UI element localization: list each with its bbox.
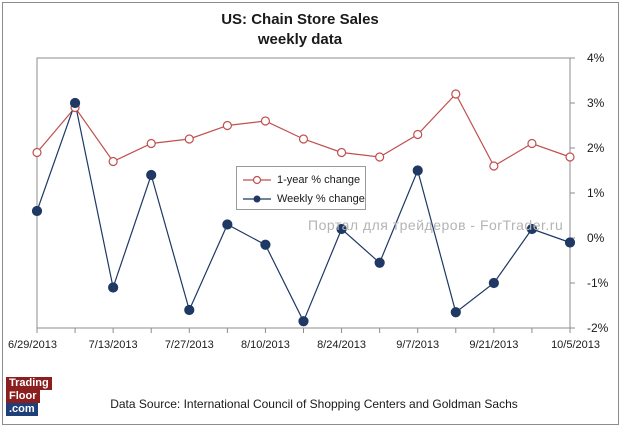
legend-item-1yr: 1-year % change [243,172,360,188]
chart-frame [2,2,619,425]
legend-swatch-weekly [243,195,271,203]
data-point-1yr [108,156,118,167]
y-tick-label: 3% [587,96,605,110]
data-point-weekly [336,223,347,235]
data-point-1yr [146,138,156,149]
y-tick-label: -2% [587,321,609,335]
data-point-weekly [412,165,423,176]
data-point-1yr [451,89,461,99]
x-tick-label: 9/21/2013 [469,339,518,351]
data-point-1yr [184,134,194,144]
x-tick-label: 6/29/2013 [8,339,57,351]
logo-line-2: Floor [6,390,40,403]
data-point-weekly [374,257,385,268]
logo-line-3: .com [6,403,38,416]
legend-label-1yr: 1-year % change [277,174,361,186]
legend-label-weekly: Weekly % change [277,193,365,205]
data-point-weekly [260,239,271,250]
x-tick-label: 9/7/2013 [396,339,439,351]
legend-swatch-1yr [243,175,271,185]
x-tick-label: 10/5/2013 [551,339,600,351]
legend-item-weekly: Weekly % change [243,191,365,207]
data-point-weekly [526,223,538,235]
y-tick-label: -1% [587,276,609,290]
data-source: Data Source: International Council of Sh… [110,397,518,411]
data-point-weekly [69,97,81,109]
data-point-1yr [489,161,499,171]
y-tick-label: 1% [587,186,605,200]
data-point-weekly [450,307,461,318]
data-point-1yr [222,120,232,131]
data-point-weekly [488,277,499,289]
data-point-weekly [108,282,119,293]
series-line-1yr [36,92,571,167]
data-point-weekly [146,169,157,181]
x-tick-label: 7/27/2013 [165,339,214,351]
chart-title: US: Chain Store Sales [221,11,379,28]
chart-subtitle: weekly data [257,31,343,48]
data-point-1yr [260,116,271,126]
legend: 1-year % change Weekly % change [236,166,366,210]
watermark: Портал для трейдеров - ForTrader.ru [308,217,564,233]
x-tick-label: 8/10/2013 [241,339,290,351]
data-point-weekly [222,219,233,230]
data-point-weekly [564,237,576,248]
data-point-1yr [375,152,385,162]
data-point-1yr [527,138,537,149]
y-tick-label: 4% [587,51,605,65]
logo-line-1: Trading [6,377,52,390]
data-point-weekly [184,304,195,316]
data-point-1yr [413,129,423,140]
data-point-1yr [298,134,309,144]
data-point-1yr [565,152,575,162]
tradingfloor-logo: Trading Floor .com [6,377,56,421]
x-tick-label: 7/13/2013 [89,339,138,351]
y-tick-label: 2% [587,141,605,155]
data-point-1yr [32,147,42,158]
data-point-weekly [298,316,309,327]
y-tick-label: 0% [587,231,605,245]
x-tick-label: 8/24/2013 [317,339,366,351]
data-point-1yr [336,147,347,158]
data-point-weekly [31,205,43,217]
